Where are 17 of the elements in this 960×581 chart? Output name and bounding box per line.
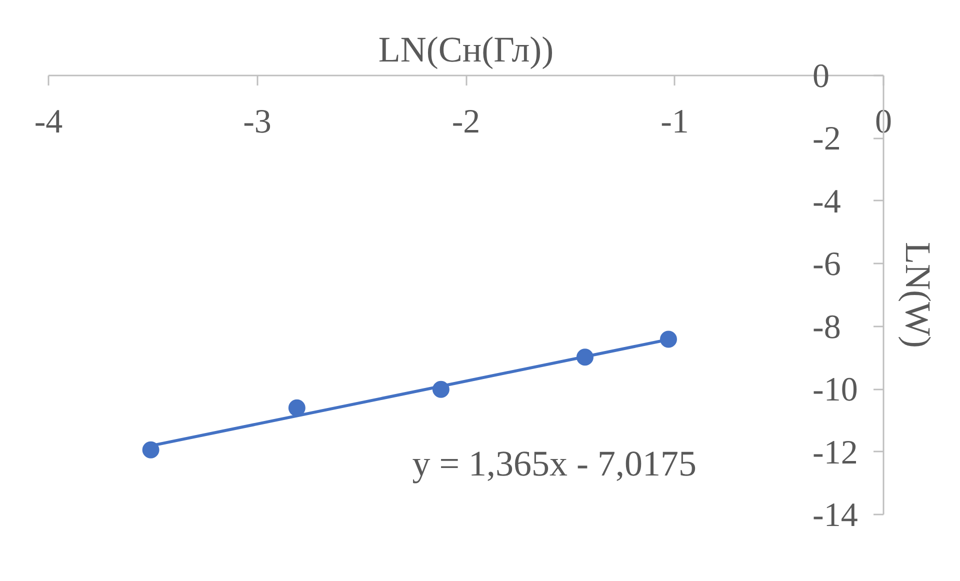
- y-tick-label: -14: [812, 497, 858, 534]
- x-axis-title: LN(Cн(Гл)): [378, 30, 554, 70]
- x-tick-label: -2: [452, 104, 480, 140]
- y-tick-label: -6: [812, 246, 841, 284]
- y-tick-label: -4: [812, 183, 841, 220]
- y-tick-label: -8: [812, 308, 841, 346]
- y-tick-label: -12: [812, 434, 858, 472]
- x-tick-label: 0: [875, 104, 892, 140]
- x-tick-label: -1: [660, 104, 689, 140]
- annotation: y = 1,365x - 7,0175: [412, 444, 696, 484]
- y-axis-title: LN(W): [898, 242, 938, 348]
- point: [288, 399, 306, 416]
- y-tick-label: -10: [812, 372, 858, 409]
- x-tick-label: -4: [34, 104, 63, 140]
- x-tick-label: -3: [243, 104, 272, 140]
- point: [142, 441, 160, 458]
- y-tick-label: 0: [812, 58, 830, 95]
